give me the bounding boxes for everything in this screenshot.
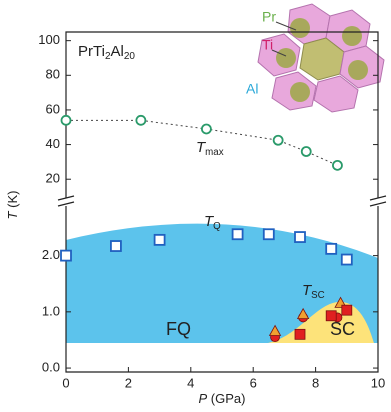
chart-title: PrTi2Al20 xyxy=(78,43,135,62)
text-part: Al xyxy=(111,43,124,60)
y-tick-label: 100 xyxy=(38,32,60,47)
annotation: TQ xyxy=(204,213,221,232)
text-part: P xyxy=(199,391,208,406)
marker xyxy=(233,229,243,239)
axis-break xyxy=(58,196,386,206)
text-part: max xyxy=(205,147,224,158)
crystal-structure xyxy=(258,4,384,112)
marker xyxy=(61,251,71,261)
marker xyxy=(62,116,71,125)
marker xyxy=(333,161,342,170)
marker xyxy=(111,241,121,251)
chart: Pr Ti Al 20406080100PrTi2Al20Tmax0.01.02… xyxy=(0,0,391,412)
marker xyxy=(342,255,352,265)
structure-label: Pr xyxy=(262,9,276,25)
text-part: Q xyxy=(213,221,221,232)
text-part: (K) xyxy=(5,191,20,212)
marker xyxy=(295,329,305,339)
page: Pr Ti Al 20406080100PrTi2Al20Tmax0.01.02… xyxy=(0,0,391,412)
marker xyxy=(326,244,336,254)
region-label: FQ xyxy=(166,319,191,339)
y-tick-label: 60 xyxy=(46,101,60,116)
x-tick-label: 2 xyxy=(125,375,132,390)
structure-label: Ti xyxy=(262,37,273,53)
x-tick-label: 0 xyxy=(62,375,69,390)
annotation: Tmax xyxy=(196,139,224,158)
x-axis-label: P (GPa) xyxy=(199,391,246,406)
text-part: 20 xyxy=(124,51,136,62)
y-tick-label: 0.0 xyxy=(42,360,60,375)
x-tick-label: 8 xyxy=(312,375,319,390)
region-label: SC xyxy=(330,319,355,339)
y-tick-label: 40 xyxy=(46,136,60,151)
y-tick-label: 1.0 xyxy=(42,303,60,318)
marker xyxy=(202,124,211,133)
marker xyxy=(342,305,352,315)
marker xyxy=(264,229,274,239)
marker xyxy=(302,147,311,156)
y-tick-label: 20 xyxy=(46,171,60,186)
marker xyxy=(295,232,305,242)
text-part: SC xyxy=(311,290,325,301)
y-axis-label: T (K) xyxy=(5,191,20,220)
marker xyxy=(274,136,283,145)
structure-label: Al xyxy=(246,81,258,97)
y-tick-label: 80 xyxy=(46,67,60,82)
marker xyxy=(155,235,165,245)
marker xyxy=(136,116,145,125)
x-tick-label: 6 xyxy=(250,375,257,390)
text-part: (GPa) xyxy=(207,391,245,406)
text-part: PrTi xyxy=(78,43,105,60)
x-tick-label: 4 xyxy=(187,375,194,390)
y-tick-label: 2.0 xyxy=(42,247,60,262)
x-tick-label: 10 xyxy=(371,375,385,390)
